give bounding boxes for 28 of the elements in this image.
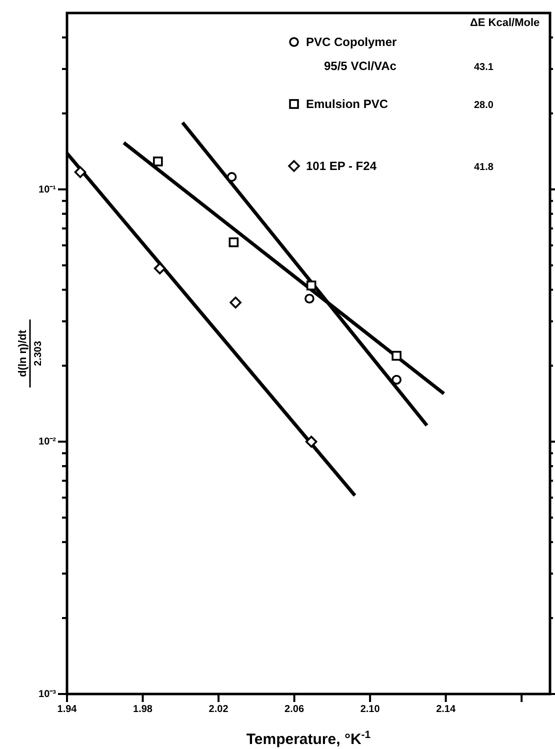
point [154,262,166,274]
point [228,237,239,248]
x-tick-label: 2.14 [436,704,456,716]
point [305,436,318,448]
point [230,296,242,308]
point [74,166,86,178]
x-tick-label: 2.02 [208,704,229,716]
x-tick-label: 1.98 [133,704,153,716]
point [304,294,314,304]
annotation: ΔE Kcal/Mole [470,17,540,29]
x-tick-label: 2.10 [360,704,380,716]
annotation: 43.1 [474,62,494,73]
legend-label: 101 EP - F24 [306,159,377,173]
point [306,280,316,290]
point [153,156,163,166]
legend-label: PVC Copolymer 95/5 VCl/VAc [306,35,398,73]
annotation: 41.8 [474,162,494,173]
point [392,350,402,361]
y-tick-label: 10⁻¹ [38,184,57,196]
y-axis-title: d(ln η)/dt 2.303 [17,330,44,378]
annotation: 28.0 [474,100,494,111]
legend-label: Emulsion PVC [306,97,388,111]
point [392,374,402,385]
x-axis-title: Temperature, °K$^{-1}$ [246,729,371,748]
x-tick-label: 1.94 [57,704,78,716]
y-tick-label: 10⁻² [38,436,57,448]
y-tick-label: 10⁻³ [38,688,57,700]
x-tick-label: 2.06 [284,704,304,716]
